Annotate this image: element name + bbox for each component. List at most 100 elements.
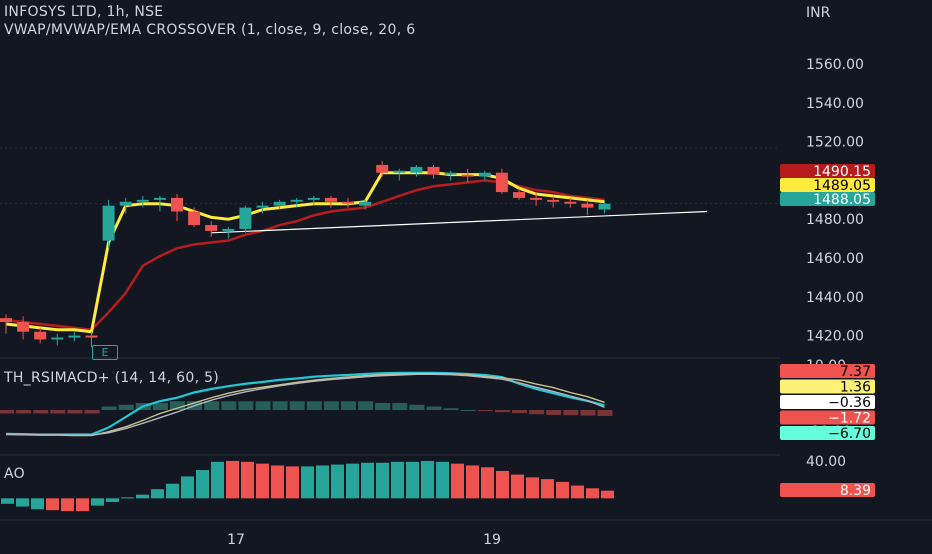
ao-bar	[541, 479, 554, 499]
rsimacd-histogram-bar	[580, 410, 596, 416]
price-axis-tick: 1420.00	[806, 329, 864, 345]
ao-bar	[271, 465, 284, 499]
ao-bar	[76, 498, 89, 512]
ao-bar	[511, 474, 524, 499]
ao-bar	[1, 498, 14, 504]
price-tag	[780, 192, 875, 206]
candle	[359, 201, 372, 206]
rsimacd-histogram-bar	[238, 401, 254, 410]
ao-bar	[346, 463, 359, 499]
ao-bar	[91, 498, 104, 506]
candle	[102, 205, 115, 241]
candle	[427, 166, 440, 175]
candle	[119, 201, 132, 206]
candle	[68, 335, 81, 338]
rsimacd-histogram-bar	[546, 410, 562, 415]
ao-bar	[241, 461, 254, 499]
candle	[581, 203, 594, 208]
rsimacd-title: TH_RSIMACD+ (14, 14, 60, 5)	[4, 370, 220, 386]
rsimacd-histogram-bar	[358, 401, 374, 410]
rsimacd-histogram-bar	[323, 401, 339, 410]
candle	[598, 203, 611, 210]
ao-bar	[166, 483, 179, 499]
rsimacd-histogram-bar	[84, 410, 100, 414]
rsimacd-histogram-bar	[16, 410, 32, 414]
earnings-marker[interactable]: E	[92, 345, 118, 360]
candle	[342, 201, 354, 204]
rsimacd-histogram-bar	[477, 410, 493, 412]
ao-bar	[481, 467, 494, 499]
rsimacd-histogram-bar	[33, 410, 49, 414]
rsimacd-histogram-bar	[118, 404, 134, 410]
candle	[205, 225, 218, 231]
rsimacd-histogram-bar	[597, 410, 613, 416]
rsimacd-tag	[780, 379, 875, 394]
candle	[34, 331, 47, 340]
candle	[0, 318, 12, 323]
ao-axis-tick: 40.00	[806, 454, 846, 470]
symbol-title: INFOSYS LTD, 1h, NSE	[4, 4, 164, 20]
rsimacd-line	[5, 372, 605, 437]
ao-tag-label: 8.39	[840, 483, 871, 499]
rsimacd-histogram-bar	[204, 401, 220, 410]
ao-bar	[331, 464, 344, 499]
rsimacd-histogram-bar	[426, 406, 442, 410]
candle	[393, 170, 406, 173]
ao-bar	[586, 488, 599, 499]
rsimacd-histogram-bar	[460, 410, 476, 411]
rsimacd-histogram-bar	[50, 410, 66, 414]
rsimacd-histogram-bar	[221, 401, 237, 410]
ao-bar	[256, 463, 269, 499]
candle	[564, 201, 577, 204]
price-axis-tick: 1480.00	[806, 212, 864, 228]
price-tag	[780, 164, 875, 178]
rsimacd-histogram-bar	[392, 403, 408, 410]
candle	[547, 199, 560, 202]
candle	[273, 201, 286, 206]
candle	[513, 192, 525, 198]
rsimacd-histogram-bar	[0, 410, 14, 414]
trendline	[211, 210, 708, 234]
indicator-title: VWAP/MVWAP/EMA CROSSOVER (1, close, 9, c…	[4, 22, 416, 38]
ao-bar	[451, 463, 464, 499]
ao-bar	[31, 498, 44, 510]
ao-bar	[391, 461, 404, 499]
rsimacd-tag-label: 1.36	[840, 380, 871, 396]
rsimacd-histogram-bar	[306, 401, 322, 410]
candle	[290, 199, 303, 202]
candle	[188, 211, 201, 226]
ao-bar	[526, 477, 539, 499]
price-axis-tick: 1460.00	[806, 251, 864, 267]
ao-bar	[301, 466, 314, 499]
ao-bar	[496, 470, 509, 499]
ao-bar	[466, 465, 479, 499]
candle	[478, 172, 491, 177]
time-axis-tick: 17	[227, 532, 245, 548]
ao-tag	[780, 483, 875, 497]
candle	[136, 199, 149, 202]
rsimacd-tag-label: −0.36	[828, 395, 871, 411]
rsimacd-histogram-bar	[289, 401, 305, 410]
ao-bar	[406, 461, 419, 499]
time-axis-tick: 19	[483, 532, 501, 548]
rsimacd-tag-label: 7.37	[840, 364, 871, 380]
rsimacd-histogram-bar	[443, 408, 459, 410]
candle	[307, 197, 320, 200]
rsimacd-histogram-bar	[563, 410, 579, 416]
candle	[444, 172, 457, 175]
rsimacd-tag-label: −1.72	[828, 411, 871, 427]
rsimacd-tag	[780, 364, 875, 378]
ao-bar	[226, 460, 239, 499]
rsimacd-line	[5, 373, 605, 436]
ao-bar	[16, 498, 29, 507]
candle	[376, 164, 389, 173]
ao-bar	[436, 461, 449, 499]
rsimacd-histogram-bar	[375, 403, 391, 410]
rsimacd-histogram-bar	[170, 401, 185, 410]
rsimacd-tag	[780, 410, 875, 425]
ao-bar	[556, 481, 569, 499]
price-tag-label: 1488.05	[813, 192, 871, 208]
ao-title: AO	[4, 466, 25, 482]
